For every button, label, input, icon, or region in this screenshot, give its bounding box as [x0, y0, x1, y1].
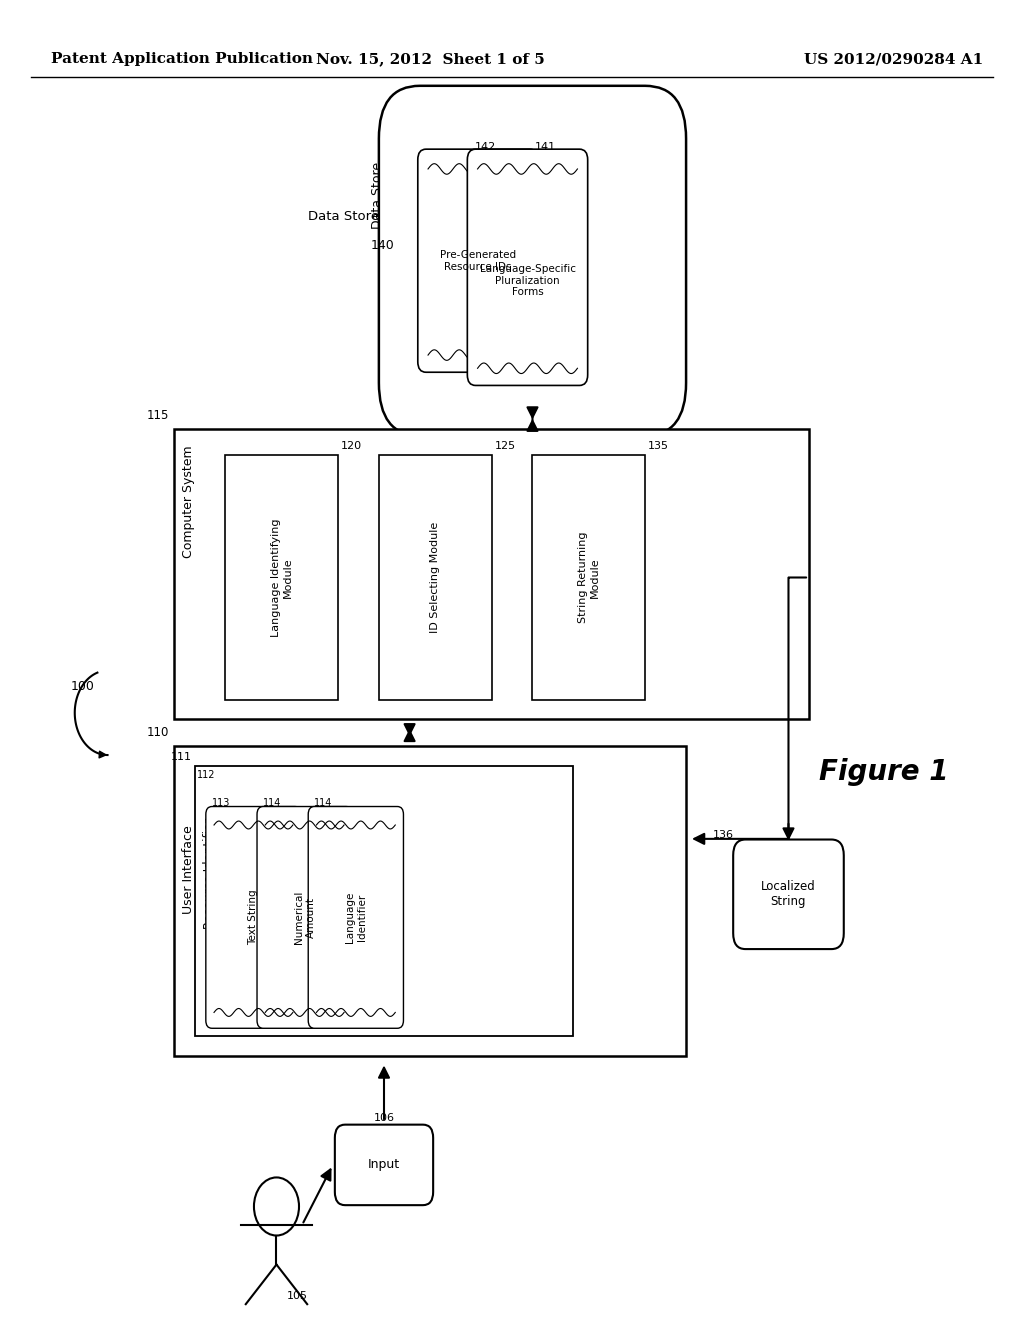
Text: 141: 141	[536, 141, 556, 152]
Text: Language
Identifier: Language Identifier	[345, 892, 367, 942]
Text: Input: Input	[368, 1159, 400, 1171]
FancyBboxPatch shape	[418, 149, 539, 372]
Text: 105: 105	[287, 1291, 308, 1302]
Text: 115: 115	[146, 409, 169, 422]
Text: Localized
String: Localized String	[761, 880, 816, 908]
Text: 114: 114	[314, 797, 333, 808]
Text: Patent Application Publication: Patent Application Publication	[51, 53, 313, 66]
Text: User Interface: User Interface	[182, 825, 196, 915]
Bar	[174, 429, 809, 719]
Text: 114: 114	[263, 797, 282, 808]
FancyBboxPatch shape	[335, 1125, 433, 1205]
Text: ID Selecting Module: ID Selecting Module	[430, 521, 440, 634]
Bar	[532, 455, 645, 700]
Text: 135: 135	[648, 441, 670, 451]
FancyBboxPatch shape	[379, 86, 686, 436]
Bar	[195, 766, 573, 1036]
Bar	[174, 746, 686, 1056]
Text: Nov. 15, 2012  Sheet 1 of 5: Nov. 15, 2012 Sheet 1 of 5	[315, 53, 545, 66]
Bar	[379, 455, 492, 700]
FancyArrowPatch shape	[788, 578, 806, 838]
Text: 125: 125	[495, 441, 516, 451]
Text: 100: 100	[71, 680, 94, 693]
Text: 140: 140	[371, 239, 394, 252]
Text: 136: 136	[713, 829, 734, 840]
Text: Figure 1: Figure 1	[819, 758, 948, 787]
FancyBboxPatch shape	[308, 807, 403, 1028]
FancyBboxPatch shape	[206, 807, 301, 1028]
Text: Language-Specific
Pluralization
Forms: Language-Specific Pluralization Forms	[479, 264, 575, 297]
Text: Text String: Text String	[249, 890, 258, 945]
FancyBboxPatch shape	[733, 840, 844, 949]
Text: Resource Identifier: Resource Identifier	[203, 818, 216, 929]
Text: Pre-Generated
Resource IDs: Pre-Generated Resource IDs	[440, 249, 516, 272]
Text: US 2012/0290284 A1: US 2012/0290284 A1	[804, 53, 983, 66]
FancyArrowPatch shape	[694, 834, 788, 945]
FancyBboxPatch shape	[257, 807, 352, 1028]
Bar	[225, 455, 338, 700]
Text: 106: 106	[374, 1113, 394, 1123]
Text: 110: 110	[146, 726, 169, 739]
Text: 112: 112	[197, 770, 215, 780]
Text: 113: 113	[212, 797, 230, 808]
Text: 142: 142	[474, 141, 496, 152]
Text: 111: 111	[170, 751, 191, 762]
Text: String Returning
Module: String Returning Module	[578, 532, 600, 623]
Text: Language Identifying
Module: Language Identifying Module	[270, 519, 293, 636]
Text: Computer System: Computer System	[182, 445, 196, 558]
Text: 120: 120	[341, 441, 362, 451]
Text: Data Store: Data Store	[371, 162, 384, 228]
FancyBboxPatch shape	[467, 149, 588, 385]
Text: Numerical
Amount: Numerical Amount	[294, 891, 315, 944]
Text: Data Store: Data Store	[308, 210, 379, 223]
